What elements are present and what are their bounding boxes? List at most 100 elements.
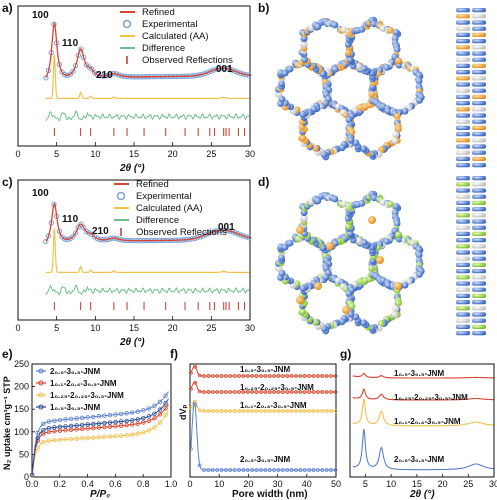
- isotherm-point: [152, 425, 157, 430]
- panel-e-isotherm-chart: 0.0 0.2 0.4 0.6 0.8 1.0 0 50 100 150 200 250 N₂ upt…: [2, 359, 177, 500]
- layer-stack-block: [456, 200, 470, 205]
- x-tick-label: 20: [168, 323, 178, 333]
- atom-sphere: [395, 125, 402, 133]
- atom-sphere: [299, 134, 307, 142]
- panel-f-y-title: dVₚ: [178, 404, 188, 420]
- layer-stack-block: [472, 262, 486, 267]
- panel-label-e: e): [2, 347, 13, 361]
- isotherm-point: [141, 408, 146, 413]
- pore-point: [193, 380, 198, 385]
- x-tick-label: 10: [214, 479, 224, 489]
- panel-f-frame: [189, 363, 337, 478]
- atom-sphere: [342, 306, 350, 314]
- layer-stack-block: [456, 244, 470, 249]
- layer-stack-block: [456, 125, 470, 130]
- layer-stack-block: [456, 312, 470, 317]
- experimental-point: [232, 230, 239, 236]
- layer-stack-block: [456, 293, 470, 298]
- pore-point: [329, 374, 333, 378]
- experimental-point: [67, 71, 73, 77]
- pore-point: [215, 409, 220, 413]
- isotherm-point: [35, 445, 40, 451]
- pore-point: [219, 374, 224, 378]
- panel-a-pxrd-chart: 0 5 10 15 20 25 30 Refined Experimental Calcul…: [15, 5, 255, 174]
- isotherm-point: [57, 417, 63, 423]
- isotherm-point: [79, 422, 85, 428]
- layer-stack-block: [456, 281, 470, 286]
- layer-stack-block: [456, 101, 470, 106]
- pore-point: [237, 390, 241, 394]
- legend-calculated-c: Calculated (AA): [136, 203, 203, 214]
- panel-label-d: d): [258, 175, 269, 189]
- pore-point: [285, 390, 290, 394]
- legend-refined: Refined: [142, 7, 175, 18]
- pore-line: [190, 400, 336, 471]
- panel-b-structure-image: [274, 8, 486, 168]
- legend-swatch-marker: [38, 392, 44, 398]
- legend-swatch-marker: [38, 380, 44, 386]
- legend-reflections: Observed Reflections: [142, 55, 233, 66]
- layer-stack-block: [472, 213, 486, 218]
- layer-stack-block: [456, 8, 470, 13]
- layer-stack-block: [472, 119, 486, 124]
- x-tick-label: 30: [245, 149, 255, 159]
- layer-stack-block: [456, 94, 470, 99]
- pore-point: [289, 468, 294, 472]
- panel-label-a: a): [2, 1, 13, 15]
- atom-sphere: [392, 305, 400, 312]
- layer-stack-block: [472, 256, 486, 261]
- pore-point: [215, 468, 220, 472]
- pore-point: [272, 468, 276, 472]
- panel-label-g: g): [340, 347, 351, 361]
- isotherm-point: [52, 418, 57, 423]
- atom-sphere: [358, 199, 366, 207]
- pore-point: [224, 374, 228, 378]
- isotherm-point: [85, 415, 90, 420]
- layer-stack-block: [472, 63, 486, 68]
- atom-sphere: [286, 65, 294, 73]
- experimental-point: [202, 232, 209, 238]
- atom-sphere: [331, 65, 339, 73]
- isotherm-point: [146, 414, 152, 419]
- isotherm-point: [79, 436, 85, 441]
- pore-point: [250, 390, 255, 394]
- layer-stack-block: [472, 318, 486, 323]
- isotherm-point: [57, 424, 63, 430]
- atom-sphere: [358, 25, 366, 33]
- layer-stack-block: [456, 219, 470, 224]
- layer-stack-block: [472, 20, 486, 25]
- atom-sphere: [384, 281, 392, 289]
- layer-stack-block: [472, 324, 486, 329]
- pore-point: [193, 364, 198, 369]
- layer-stack-block: [472, 57, 486, 62]
- pore-point: [189, 406, 193, 410]
- experimental-point: [94, 72, 100, 78]
- layer-stack-block: [456, 306, 470, 311]
- layer-stack-block: [472, 200, 486, 205]
- xrd-line: [352, 388, 494, 401]
- pore-point: [254, 374, 259, 378]
- x-tick-label: 25: [206, 323, 216, 333]
- pore-point: [202, 390, 206, 394]
- isotherm-point: [52, 425, 57, 430]
- pore-point: [281, 390, 285, 394]
- pore-point: [245, 374, 250, 378]
- pore-point: [294, 374, 298, 378]
- pore-point: [224, 468, 228, 472]
- atom-sphere: [301, 56, 308, 63]
- x-tick-label: 15: [412, 479, 422, 489]
- pore-point: [307, 468, 311, 472]
- isotherm-point: [124, 433, 129, 438]
- atom-sphere: [322, 99, 330, 107]
- pore-point: [316, 374, 320, 378]
- layer-stack-block: [456, 70, 470, 75]
- atom-sphere: [393, 46, 401, 53]
- isotherm-point: [130, 422, 135, 427]
- layer-stack-block: [456, 132, 470, 137]
- isotherm-point: [85, 422, 90, 427]
- layer-stack-block: [456, 262, 470, 267]
- pore-point: [329, 390, 333, 394]
- panel-e-x-title: P/P₀: [90, 489, 110, 500]
- isotherm-point: [135, 421, 140, 426]
- peak-label-001-c: 001: [218, 222, 235, 233]
